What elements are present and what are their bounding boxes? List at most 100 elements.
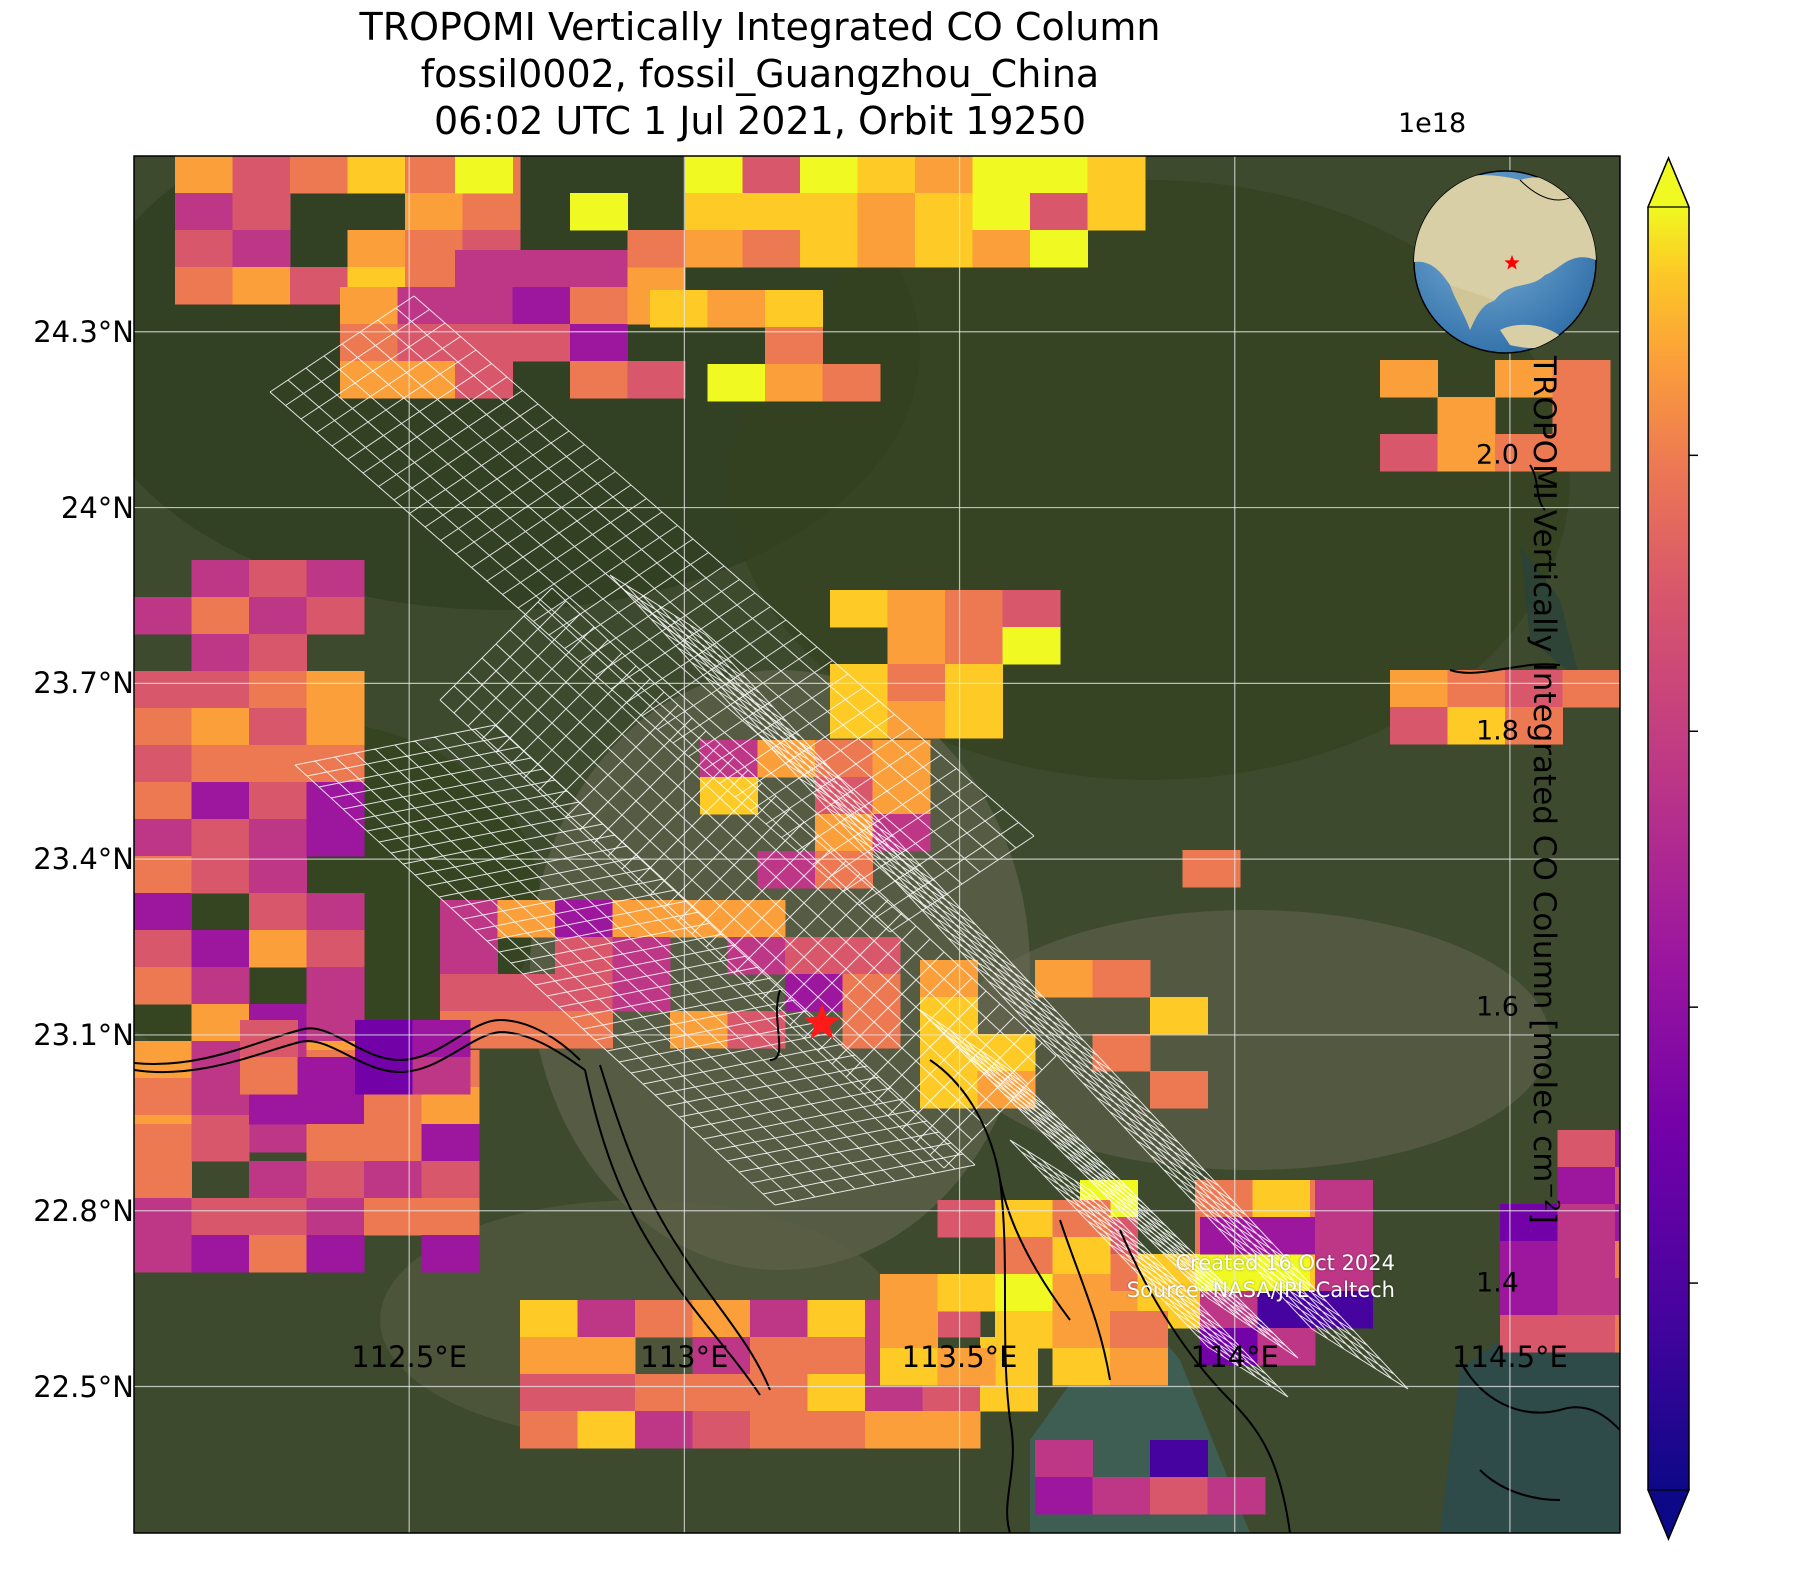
- co-pixel: [1315, 1254, 1373, 1292]
- co-pixel: [405, 156, 463, 194]
- co-pixel: [1030, 230, 1088, 268]
- co-pixel: [134, 1078, 192, 1116]
- co-pixel: [134, 708, 192, 746]
- co-pixel: [249, 671, 307, 709]
- co-pixel: [1615, 1204, 1620, 1242]
- co-pixel: [807, 1300, 866, 1338]
- co-pixel: [1150, 1477, 1208, 1515]
- co-pixel: [512, 324, 571, 362]
- co-pixel: [306, 893, 365, 931]
- co-pixel: [249, 634, 307, 672]
- co-pixel: [1252, 1180, 1311, 1218]
- co-pixel: [175, 193, 233, 231]
- co-pixel: [191, 671, 250, 709]
- co-pixel: [440, 974, 498, 1012]
- co-pixel: [290, 267, 348, 305]
- co-pixel: [685, 230, 743, 268]
- co-pixel: [191, 782, 250, 820]
- co-pixel: [1150, 1071, 1208, 1109]
- lat-tick-label: 23.1°N: [33, 1017, 134, 1052]
- co-pixel: [830, 664, 888, 702]
- co-pixel: [842, 937, 901, 975]
- co-pixel: [555, 937, 613, 975]
- co-pixel: [512, 250, 571, 288]
- co-pixel: [232, 230, 291, 268]
- co-pixel: [421, 1124, 480, 1162]
- co-pixel: [191, 597, 250, 635]
- co-pixel: [1002, 590, 1061, 628]
- co-pixel: [232, 267, 291, 305]
- co-pixel: [1002, 627, 1061, 665]
- co-pixel: [880, 1348, 938, 1386]
- co-pixel: [785, 937, 843, 975]
- co-pixel: [887, 701, 946, 739]
- colorbar-tick-label: 2.0: [1476, 439, 1519, 471]
- co-pixel: [455, 156, 513, 194]
- lon-tick-label: 113.5°E: [901, 1340, 1018, 1374]
- co-pixel: [880, 1311, 938, 1349]
- co-pixel: [134, 745, 192, 783]
- co-pixel: [134, 1198, 192, 1236]
- co-pixel: [134, 782, 192, 820]
- co-pixel: [972, 230, 1031, 268]
- co-pixel: [1562, 670, 1620, 708]
- footprint-swath: [609, 574, 1409, 1390]
- footprint-swath: [919, 1009, 1299, 1359]
- co-pixel: [134, 671, 192, 709]
- co-pixel: [520, 1374, 578, 1412]
- co-pixel: [249, 856, 307, 894]
- co-pixel: [650, 290, 708, 328]
- co-pixel: [570, 250, 628, 288]
- colorbar-tick-label: 1.6: [1476, 991, 1519, 1023]
- co-pixel: [249, 930, 307, 968]
- co-pixel: [306, 930, 365, 968]
- chart-subtitle-site: fossil0002, fossil_Guangzhou_China: [420, 52, 1100, 96]
- co-pixel: [1557, 1130, 1616, 1168]
- co-pixel: [1552, 397, 1611, 435]
- co-pixel: [800, 193, 858, 231]
- co-pixel: [1150, 1440, 1208, 1478]
- colorbar-tick-label: 1.4: [1476, 1267, 1519, 1299]
- co-pixel: [306, 967, 365, 1005]
- co-pixel: [1495, 360, 1553, 398]
- co-pixel: [191, 708, 250, 746]
- co-pixel: [887, 664, 946, 702]
- co-pixel: [1495, 434, 1553, 472]
- co-pixel: [922, 1411, 981, 1449]
- co-pixel: [1505, 670, 1563, 708]
- co-pixel: [520, 1411, 578, 1449]
- footprint-swath: [294, 724, 976, 1206]
- co-pixel: [455, 250, 513, 288]
- colorbar-tick-label: 1.8: [1476, 715, 1519, 747]
- co-pixel: [249, 560, 307, 598]
- co-pixel: [750, 1411, 808, 1449]
- co-pixel: [887, 590, 946, 628]
- co-pixel: [1035, 960, 1093, 998]
- co-pixel: [306, 1161, 365, 1199]
- co-pixel: [249, 893, 307, 931]
- co-pixel: [872, 777, 931, 815]
- co-pixel: [405, 230, 463, 268]
- co-pixel: [191, 967, 250, 1005]
- co-pixel: [750, 1300, 808, 1338]
- co-pixel: [440, 937, 498, 975]
- co-pixel: [175, 230, 233, 268]
- co-pixel: [627, 230, 686, 268]
- co-pixel: [1087, 156, 1146, 194]
- co-pixel: [455, 324, 513, 362]
- co-pixel: [249, 597, 307, 635]
- co-pixel: [397, 324, 456, 362]
- co-pixel: [1505, 707, 1563, 745]
- co-pixel: [577, 1374, 636, 1412]
- co-pixel: [1052, 1311, 1111, 1349]
- co-pixel: [306, 1235, 365, 1273]
- co-pixel: [570, 193, 628, 231]
- co-pixel: [915, 230, 973, 268]
- co-pixel: [191, 1124, 250, 1162]
- co-pixel: [1087, 193, 1146, 231]
- co-pixel: [707, 290, 766, 328]
- co-pixel: [1092, 1034, 1151, 1072]
- co-pixel: [1552, 360, 1611, 398]
- co-pixel: [1552, 434, 1611, 472]
- co-pixel: [520, 1337, 578, 1375]
